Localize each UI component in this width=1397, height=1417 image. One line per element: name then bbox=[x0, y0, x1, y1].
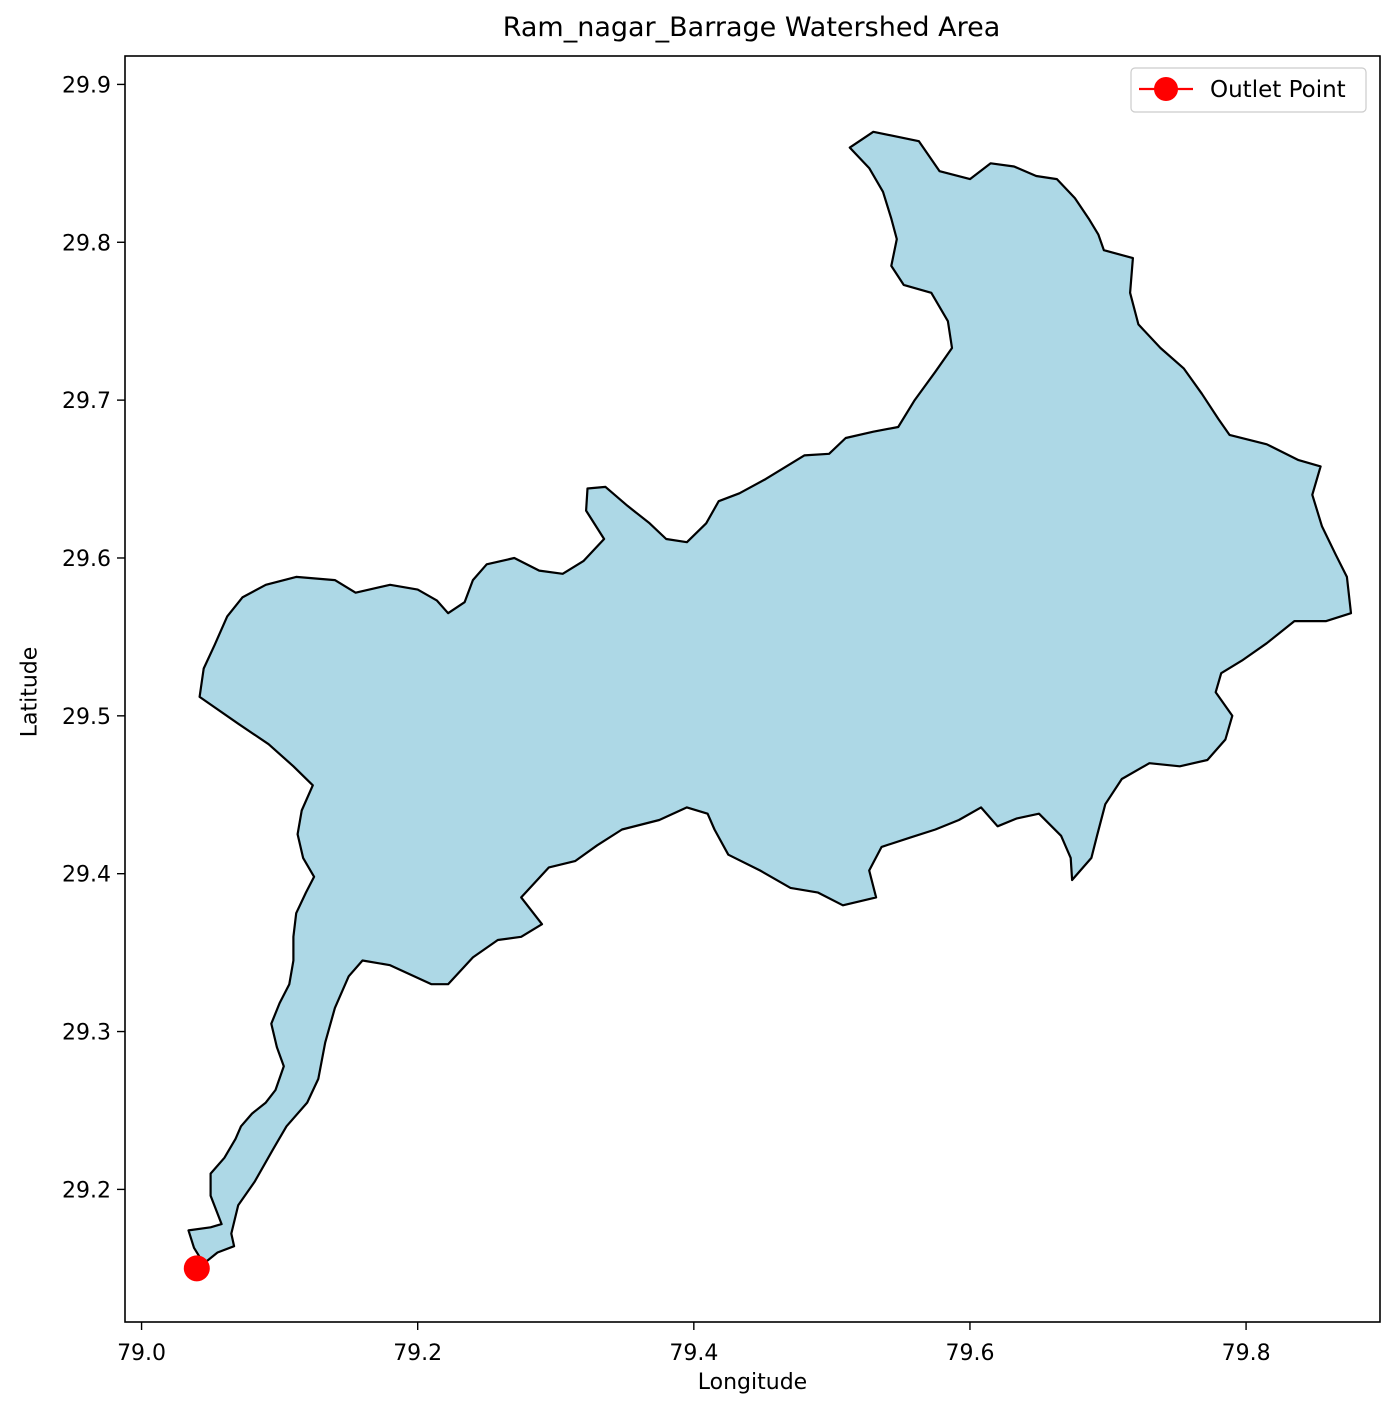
legend-box bbox=[1130, 67, 1367, 113]
y-tick-label: 29.6 bbox=[62, 547, 111, 572]
y-tick-label: 29.4 bbox=[62, 863, 111, 888]
y-tick-label: 29.5 bbox=[62, 705, 111, 730]
legend: Outlet Point bbox=[1130, 67, 1367, 113]
outlet-point-marker bbox=[183, 1255, 210, 1282]
x-tick-label: 79.0 bbox=[117, 1341, 166, 1366]
chart-title: Ram_nagar_Barrage Watershed Area bbox=[502, 12, 1001, 43]
watershed-polygon bbox=[187, 130, 1353, 1265]
y-tick-label: 29.2 bbox=[62, 1178, 111, 1203]
x-axis-label: Longitude bbox=[697, 1370, 808, 1395]
legend-outlet-marker bbox=[1154, 77, 1178, 101]
y-tick-label: 29.7 bbox=[62, 389, 111, 414]
x-tick-label: 79.6 bbox=[945, 1341, 994, 1366]
x-tick-label: 79.2 bbox=[393, 1341, 442, 1366]
y-tick-label: 29.8 bbox=[62, 231, 111, 256]
plot-frame bbox=[124, 55, 1381, 1323]
y-tick-label: 29.9 bbox=[62, 73, 111, 98]
x-tick-label: 79.8 bbox=[1222, 1341, 1271, 1366]
y-axis-ticks: 29.2 29.3 29.4 29.5 29.6 29.7 29.8 29.9 bbox=[62, 73, 125, 1203]
legend-label: Outlet Point bbox=[1210, 77, 1346, 103]
y-tick-label: 29.3 bbox=[62, 1021, 111, 1046]
x-axis-ticks: 79.0 79.2 79.4 79.6 79.8 bbox=[117, 1322, 1271, 1366]
x-tick-label: 79.4 bbox=[669, 1341, 718, 1366]
